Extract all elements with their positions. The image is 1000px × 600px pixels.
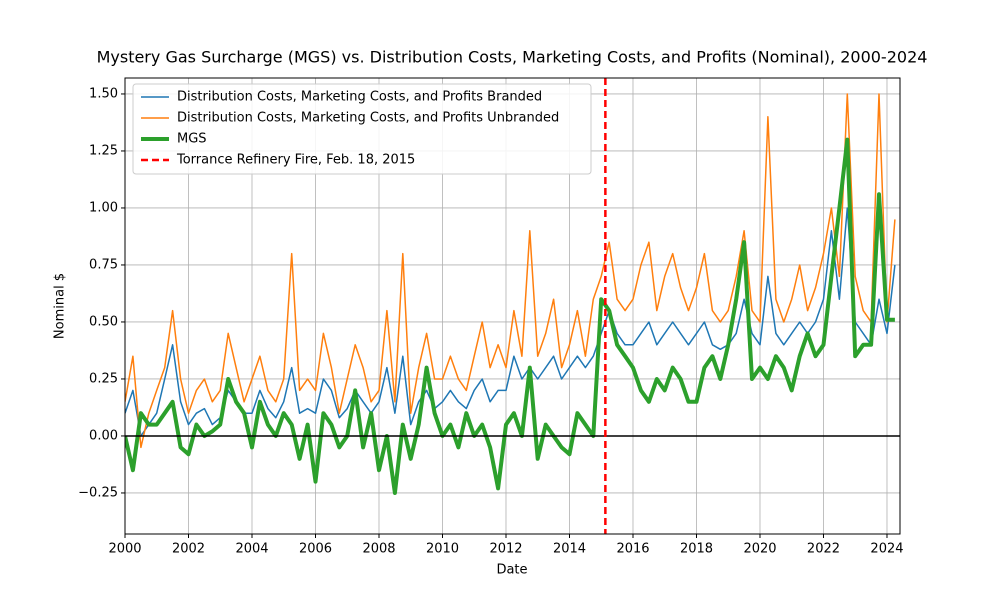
x-tick-label: 2004 (235, 542, 268, 557)
x-tick-label: 2022 (807, 542, 840, 557)
y-tick-label: 0.00 (89, 428, 118, 443)
y-axis-label: Nominal $ (53, 273, 68, 339)
x-tick-label: 2008 (362, 542, 395, 557)
y-tick-label: 0.75 (89, 257, 118, 272)
x-tick-label: 2000 (108, 542, 141, 557)
y-tick-label: 1.00 (89, 200, 118, 215)
x-tick-label: 2024 (870, 542, 903, 557)
legend-label: Distribution Costs, Marketing Costs, and… (177, 111, 559, 126)
series-line (125, 207, 896, 437)
x-tick-label: 2006 (299, 542, 332, 557)
y-tick-label: −0.25 (78, 485, 118, 500)
series-line (125, 93, 896, 449)
x-tick-label: 2020 (743, 542, 776, 557)
x-tick-label: 2016 (616, 542, 649, 557)
y-tick-label: 1.25 (89, 143, 118, 158)
x-tick-label: 2002 (172, 542, 205, 557)
y-tick-label: 0.25 (89, 371, 118, 386)
plot-area (125, 78, 900, 534)
x-tick-label: 2012 (489, 542, 522, 557)
y-tick-label: 1.50 (89, 86, 118, 101)
x-axis-label: Date (496, 563, 527, 578)
legend-label: Distribution Costs, Marketing Costs, and… (177, 90, 542, 105)
x-tick-label: 2010 (426, 542, 459, 557)
plot-frame (124, 77, 901, 535)
y-tick-label: 0.50 (89, 314, 118, 329)
x-tick-label: 2018 (680, 542, 713, 557)
series-line (125, 137, 895, 495)
legend-box (132, 83, 592, 175)
chart-title: Mystery Gas Surcharge (MGS) vs. Distribu… (97, 48, 928, 67)
legend-label: MGS (177, 132, 207, 147)
legend-label: Torrance Refinery Fire, Feb. 18, 2015 (176, 153, 415, 168)
x-tick-label: 2014 (553, 542, 586, 557)
